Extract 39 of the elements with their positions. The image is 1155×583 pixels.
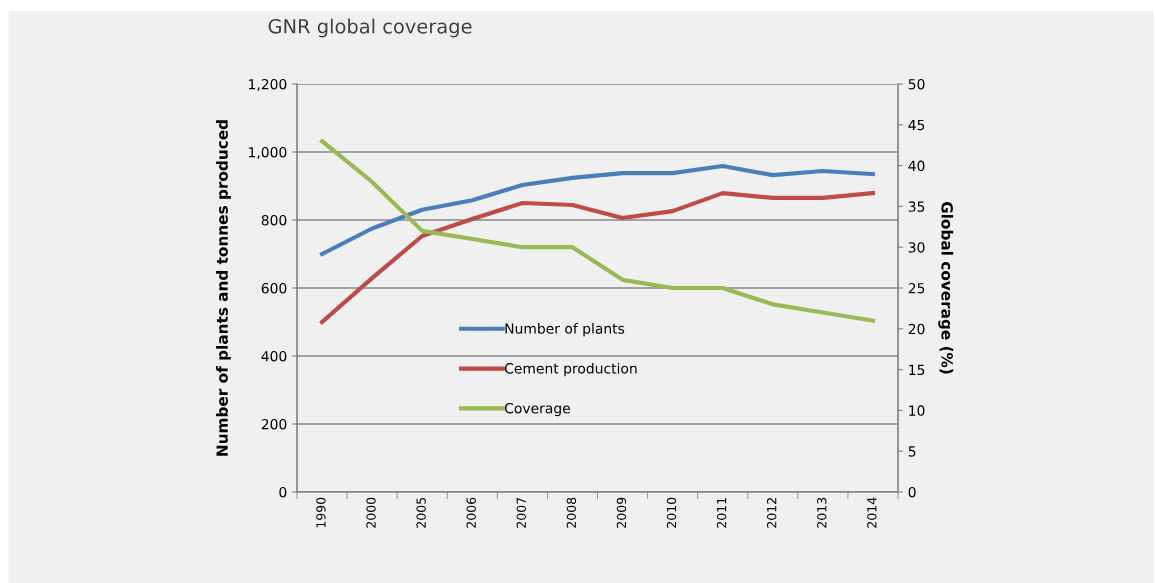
y2-tick-label: 45 — [908, 119, 925, 131]
x-tick-label: 2008 — [566, 497, 577, 528]
y2-tick-label: 30 — [908, 242, 925, 253]
y-tick-label: 1,000 — [249, 146, 287, 159]
y2-tick-label: 5 — [908, 446, 916, 457]
x-tick-label: 2005 — [416, 497, 426, 528]
x-tick-label: 2012 — [766, 498, 777, 528]
y-tick-label: 200 — [261, 418, 287, 430]
y2-tick-label: 40 — [908, 160, 925, 172]
y2-tick-label: 35 — [908, 201, 925, 212]
x-tick-label: 2006 — [466, 497, 476, 528]
y-tick-label: 600 — [261, 282, 287, 294]
x-tick-label: 1990 — [316, 497, 326, 528]
legend-label: Cement production — [504, 362, 637, 377]
legend-label: Number of plants — [505, 323, 625, 337]
y2-axis-title: Global coverage (%) — [938, 201, 954, 374]
chart-title: GNR global coverage — [268, 18, 472, 38]
x-tick-label: 2014 — [867, 497, 877, 528]
line-series — [319, 163, 876, 257]
y-tick-label: 800 — [261, 214, 287, 226]
line-series — [319, 139, 876, 323]
legend-label: Coverage — [504, 402, 570, 417]
x-tick-label: 2011 — [716, 498, 727, 528]
y-tick-label: 0 — [279, 486, 287, 498]
x-tick-label: 2013 — [817, 497, 827, 528]
y2-tick-label: 25 — [908, 282, 925, 294]
x-tick-label: 2007 — [516, 497, 526, 528]
line-series — [319, 191, 876, 325]
y2-tick-label: 20 — [908, 323, 925, 335]
y-axis-title: Number of plants and tonnes produced — [216, 120, 231, 456]
x-tick-label: 2010 — [666, 497, 677, 528]
y-tick-label: 1,200 — [249, 78, 287, 91]
y2-tick-label: 15 — [909, 364, 925, 376]
y2-tick-label: 10 — [909, 405, 925, 416]
x-tick-label: 2009 — [616, 497, 627, 528]
y2-tick-label: 50 — [908, 78, 925, 90]
y2-tick-label: 0 — [908, 486, 916, 498]
y-tick-label: 400 — [261, 350, 287, 362]
x-tick-label: 2000 — [366, 497, 376, 528]
